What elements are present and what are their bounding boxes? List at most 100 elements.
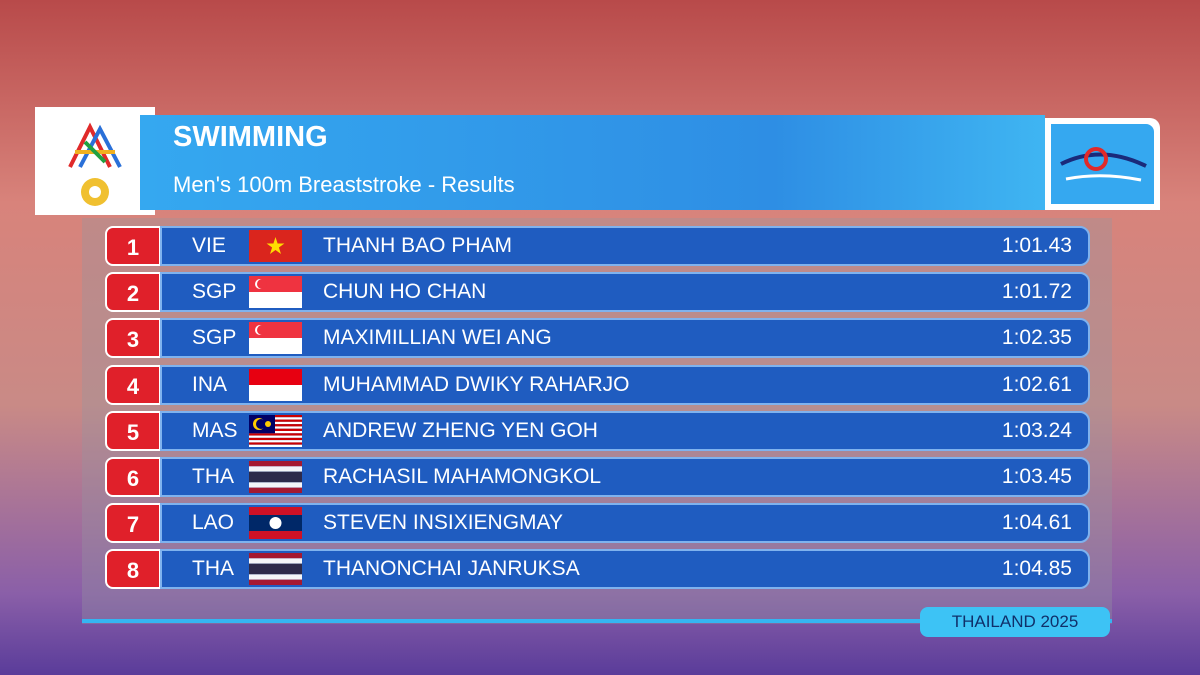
athlete-name: ANDREW ZHENG YEN GOH bbox=[323, 418, 598, 442]
flag-art bbox=[249, 507, 302, 540]
flag-part bbox=[249, 461, 302, 467]
flag-part bbox=[249, 430, 302, 434]
flag-part bbox=[249, 439, 302, 443]
athlete-name: CHUN HO CHAN bbox=[323, 280, 487, 304]
flag-part bbox=[249, 487, 302, 493]
sport-logo-bg bbox=[1051, 124, 1154, 204]
flag-art bbox=[249, 368, 302, 401]
rank-badge: 3 bbox=[105, 318, 161, 359]
flag-art bbox=[249, 414, 302, 447]
sport-logo-art bbox=[1060, 147, 1147, 182]
athlete-name: THANH BAO PHAM bbox=[323, 234, 513, 257]
flag-part bbox=[249, 435, 302, 438]
flag-part bbox=[249, 428, 302, 431]
subtitle: Men's 100m Breaststroke - Results bbox=[173, 172, 515, 197]
rank-badge: 4 bbox=[105, 364, 161, 405]
sport-logo bbox=[1045, 118, 1160, 210]
flag bbox=[249, 322, 302, 355]
flag bbox=[249, 553, 302, 586]
title: SWIMMING bbox=[173, 121, 328, 153]
flag bbox=[249, 276, 302, 309]
athlete-name: MUHAMMAD DWIKY RAHARJO bbox=[323, 372, 630, 396]
flag-part bbox=[269, 517, 282, 530]
flag-part bbox=[249, 574, 302, 581]
flag bbox=[249, 230, 302, 262]
footer-label: THAILAND 2025 bbox=[920, 607, 1110, 637]
footer-line bbox=[82, 619, 1112, 623]
result-time: 1:04.85 bbox=[1001, 557, 1072, 581]
flag-art bbox=[249, 461, 302, 493]
result-time: 1:03.24 bbox=[1001, 418, 1072, 442]
country-code: MAS bbox=[192, 418, 238, 442]
flag bbox=[249, 368, 302, 401]
flag-part bbox=[257, 325, 267, 336]
flag-art bbox=[249, 230, 302, 262]
flag-part bbox=[249, 569, 302, 575]
result-time: 1:02.61 bbox=[1001, 372, 1072, 396]
flag-part bbox=[266, 237, 285, 254]
country-code: THA bbox=[192, 465, 234, 488]
flag-part bbox=[249, 417, 302, 420]
flag-part bbox=[249, 368, 302, 385]
result-bar bbox=[160, 457, 1090, 497]
flag-part bbox=[257, 279, 267, 290]
result-bar bbox=[160, 272, 1090, 313]
country-code: VIE bbox=[192, 234, 226, 257]
rank-badge: 2 bbox=[105, 272, 161, 313]
result-bar bbox=[160, 318, 1090, 359]
result-bar bbox=[160, 226, 1090, 266]
flag-part bbox=[249, 419, 302, 422]
games-logo bbox=[35, 107, 155, 215]
flag-part bbox=[249, 444, 302, 447]
country-code: SGP bbox=[192, 326, 237, 350]
flag-part bbox=[256, 418, 266, 429]
flag-part bbox=[249, 471, 302, 477]
athlete-name: THANONCHAI JANRUKSA bbox=[323, 557, 580, 581]
rank-badge: 7 bbox=[105, 503, 161, 544]
athlete-name: RACHASIL MAHAMONGKOL bbox=[323, 465, 602, 488]
country-code: THA bbox=[192, 557, 234, 581]
flag-part bbox=[249, 580, 302, 586]
country-code: INA bbox=[192, 372, 228, 396]
result-bar bbox=[160, 503, 1090, 544]
flag-part bbox=[249, 442, 302, 445]
flag-part bbox=[249, 423, 302, 427]
flag-part bbox=[249, 558, 302, 565]
header-bar bbox=[140, 115, 1045, 210]
result-time: 1:01.43 bbox=[1001, 234, 1072, 257]
flag-part bbox=[249, 437, 302, 440]
result-bar bbox=[160, 549, 1090, 590]
flag-part bbox=[249, 433, 302, 436]
flag-part bbox=[265, 420, 271, 427]
athlete-name: STEVEN INSIXIENGMAY bbox=[323, 511, 563, 535]
flag bbox=[249, 507, 302, 540]
athlete-name: MAXIMILLIAN WEI ANG bbox=[323, 326, 552, 350]
flag-part bbox=[249, 564, 302, 570]
result-bar bbox=[160, 410, 1090, 451]
games-logo-art bbox=[68, 122, 122, 206]
flag-art bbox=[249, 276, 302, 309]
flag-part bbox=[249, 421, 302, 424]
flag bbox=[249, 414, 302, 447]
result-time: 1:04.61 bbox=[1001, 511, 1072, 535]
country-code: SGP bbox=[192, 280, 237, 304]
flag-part bbox=[249, 553, 302, 559]
rank-badge: 6 bbox=[105, 457, 161, 497]
rank-badge: 1 bbox=[105, 226, 161, 266]
rank-badge: 5 bbox=[105, 410, 161, 451]
rank-badge: 8 bbox=[105, 549, 161, 590]
result-time: 1:03.45 bbox=[1001, 465, 1072, 488]
flag-part bbox=[249, 414, 302, 418]
country-code: LAO bbox=[192, 511, 235, 535]
flag-part bbox=[249, 477, 302, 483]
flag-part bbox=[249, 426, 302, 429]
result-time: 1:01.72 bbox=[1001, 280, 1072, 304]
result-bar bbox=[160, 364, 1090, 405]
result-time: 1:02.35 bbox=[1001, 326, 1072, 350]
flag-part bbox=[249, 482, 302, 488]
flag-part bbox=[249, 466, 302, 472]
flag-art bbox=[249, 553, 302, 586]
flag bbox=[249, 461, 302, 493]
